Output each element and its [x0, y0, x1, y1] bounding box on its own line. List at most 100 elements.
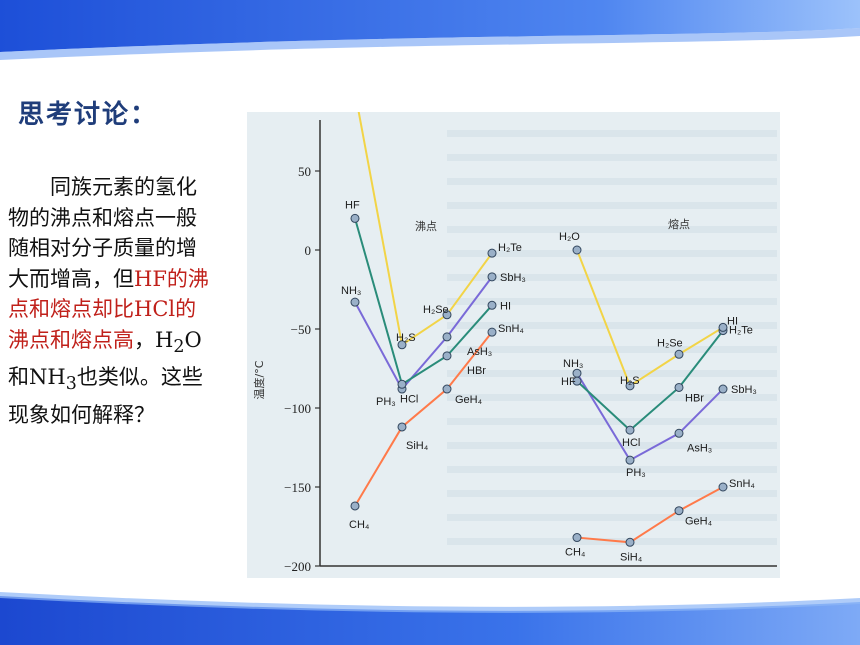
boiling-point: [442, 332, 452, 342]
background-text-line: [447, 514, 777, 521]
boiling-point: [487, 327, 497, 337]
boiling-point-label: HBr: [467, 365, 486, 377]
melting-point-label: SiH₄: [620, 551, 643, 563]
boiling-point-label: HF: [345, 199, 360, 211]
boiling-point-label: NH₃: [341, 285, 361, 297]
boiling-point: [350, 213, 360, 223]
panel-title-melting: 熔点: [668, 217, 690, 231]
melting-point-label: SnH₄: [729, 478, 755, 490]
melting-point-label: PH₃: [626, 467, 646, 479]
background-text-line: [447, 202, 777, 209]
boiling-point: [442, 351, 452, 361]
paragraph-text-3: O和NH: [8, 327, 202, 390]
boiling-point: [487, 248, 497, 258]
boiling-point-label: SiH₄: [406, 440, 429, 452]
background-text-line: [447, 250, 777, 257]
chart-background: [247, 112, 780, 578]
y-tick-label: −100: [284, 401, 311, 416]
background-text-line: [447, 178, 777, 185]
top-banner: [0, 0, 860, 60]
boiling-point: [487, 272, 497, 282]
paragraph-text-4: 也类似。这些现象如何解释？: [8, 365, 203, 427]
background-text-line: [447, 322, 777, 329]
melting-point: [572, 533, 582, 543]
background-text-line: [447, 370, 777, 377]
paragraph-highlight: HF的沸点和熔点却比HCl的沸点和熔点高: [8, 266, 209, 352]
melting-point-label: HBr: [685, 392, 704, 404]
background-text-line: [447, 442, 777, 449]
melting-point: [718, 384, 728, 394]
melting-series-line: [576, 329, 724, 432]
y-tick-label: −200: [284, 559, 311, 574]
boiling-point-label: H₂Se: [423, 304, 449, 316]
melting-point-label: HCl: [622, 437, 640, 449]
boiling-melting-chart: 50 0 −50 −100 −150 −200 温度/°C 沸点 熔点 CH₄ NH₃ HF H₂O Si…: [247, 112, 780, 578]
melting-point-label: H₂S: [620, 375, 640, 387]
y-tick-label: −150: [284, 480, 311, 495]
boiling-point-label: GeH₄: [455, 394, 483, 406]
y-tick-label: 50: [298, 164, 311, 179]
melting-point-label: NH₃: [563, 358, 583, 370]
subscript-3: 3: [65, 374, 77, 395]
melting-point-label: H₂O: [559, 231, 580, 243]
melting-point: [625, 425, 635, 435]
melting-point-label: H₂Te: [729, 324, 753, 336]
boiling-series-line: [357, 112, 493, 347]
melting-point: [674, 506, 684, 516]
melting-point: [718, 482, 728, 492]
boiling-point-label: H₂Te: [498, 242, 522, 254]
melting-point: [625, 455, 635, 465]
background-text-line: [447, 466, 777, 473]
background-text-line: [447, 130, 777, 137]
background-text-line: [447, 394, 777, 401]
discussion-paragraph: 同族元素的氢化物的沸点和熔点一般随相对分子质量的增大而增高，但HF的沸点和熔点却…: [8, 172, 214, 430]
boiling-point-label: SbH₃: [500, 272, 526, 284]
y-tick-label: −50: [291, 322, 311, 337]
melting-point-label: HF: [561, 376, 576, 388]
boiling-series-line: [354, 218, 493, 386]
boiling-series-line: [354, 276, 493, 391]
y-axis-label: 温度/°C: [252, 360, 266, 399]
melting-point: [625, 537, 635, 547]
bottom-banner: [0, 592, 860, 645]
background-text-line: [447, 490, 777, 497]
boiling-point: [442, 310, 452, 320]
boiling-point: [350, 501, 360, 511]
melting-point-label: SbH₃: [731, 384, 757, 396]
paragraph-text-2: ，H: [134, 327, 174, 352]
boiling-point: [397, 379, 407, 389]
melting-point: [625, 381, 635, 391]
boiling-point-label: PH₃: [376, 396, 396, 408]
melting-point-label: AsH₃: [687, 442, 712, 454]
background-text-line: [447, 298, 777, 305]
boiling-point: [487, 300, 497, 310]
melting-series-line: [576, 372, 724, 462]
panel-title-boiling: 沸点: [415, 220, 437, 233]
background-text-line: [447, 346, 777, 353]
boiling-point-label: SnH₄: [498, 323, 524, 335]
background-text-line: [447, 154, 777, 161]
melting-point: [674, 382, 684, 392]
subscript-2: 2: [173, 336, 185, 357]
slide-heading: 思考讨论：: [18, 100, 159, 130]
boiling-point: [397, 340, 407, 350]
boiling-point: [397, 422, 407, 432]
melting-point: [572, 245, 582, 255]
boiling-point-label: HI: [500, 300, 511, 312]
boiling-point-label: HCl: [400, 393, 418, 405]
background-text-line: [447, 274, 777, 281]
melting-point: [674, 349, 684, 359]
boiling-point-label: AsH₃: [467, 346, 492, 358]
boiling-point-label: H₂S: [396, 332, 416, 344]
boiling-point: [442, 384, 452, 394]
paragraph-text-1: 同族元素的氢化物的沸点和熔点一般随相对分子质量的增大而增高，但: [8, 175, 197, 291]
background-text-line: [447, 226, 777, 233]
background-text-line: [447, 418, 777, 425]
melting-point: [572, 376, 582, 386]
melting-point-label: CH₄: [565, 547, 586, 559]
melting-point-label: H₂Se: [657, 337, 683, 349]
melting-series-line: [576, 486, 724, 544]
boiling-point-label: CH₄: [349, 519, 370, 531]
melting-point: [674, 428, 684, 438]
melting-point: [718, 322, 728, 332]
